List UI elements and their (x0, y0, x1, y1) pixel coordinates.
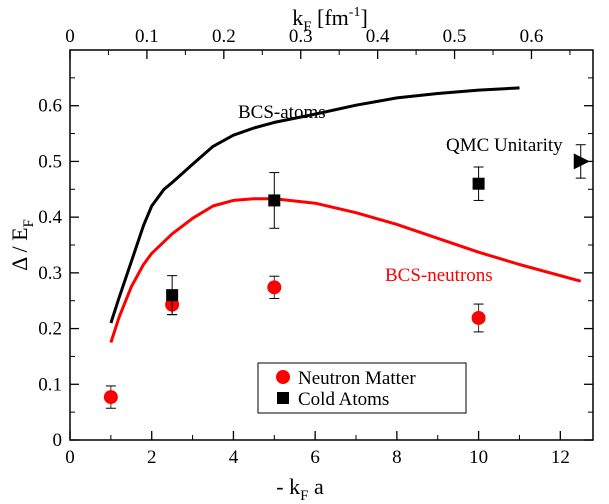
top-tick-label: 0.4 (366, 26, 390, 47)
x-tick-label: 0 (65, 447, 75, 468)
x-tick-label: 12 (551, 447, 570, 468)
y-tick-label: 0.3 (38, 263, 62, 284)
y-axis-label: Δ / EF (7, 219, 37, 271)
data-points (103, 144, 590, 409)
top-tick-label: 0.3 (289, 26, 313, 47)
ticks: 0 2 4 6 8 10 12 0 0.1 0.2 0.3 0.4 0.5 0.6 0 0.1 0.2 0.3 0.… (38, 26, 593, 468)
y-tick-label: 0.5 (38, 151, 62, 172)
x-tick-label: 8 (392, 447, 402, 468)
legend-cold-marker (277, 392, 289, 404)
x-axis-label: - kF a (276, 474, 324, 504)
top-tick-label: 0 (65, 26, 75, 47)
x-tick-label: 10 (469, 447, 488, 468)
legend: Neutron Matter Cold Atoms (257, 362, 467, 414)
neutron-matter-point (267, 280, 282, 295)
x-tick-label: 4 (229, 447, 239, 468)
cold-atoms-point (472, 177, 485, 190)
qmc-unitarity-label: QMC Unitarity (446, 135, 563, 156)
y-tick-label: 0.1 (38, 374, 62, 395)
bcs-neutrons-curve (109, 197, 582, 343)
top-axis-label: kF [fm-1] (292, 5, 368, 35)
bcs-atoms-label: BCS-atoms (238, 102, 326, 123)
y-tick-label: 0.6 (38, 96, 62, 117)
bcs-atoms-curve (109, 86, 520, 324)
neutron-matter-point (103, 390, 118, 405)
legend-neutron-label: Neutron Matter (298, 368, 416, 389)
top-tick-label: 0.1 (135, 26, 159, 47)
y-tick-label: 0 (53, 430, 63, 451)
x-tick-label: 6 (310, 447, 320, 468)
qmc-unitarity-marker (573, 153, 590, 170)
top-tick-label: 0.5 (443, 26, 467, 47)
neutron-matter-point (471, 310, 486, 325)
legend-neutron-marker (276, 370, 290, 384)
legend-cold-label: Cold Atoms (298, 389, 389, 410)
y-tick-label: 0.2 (38, 319, 62, 340)
top-tick-label: 0.6 (520, 26, 544, 47)
x-tick-label: 2 (147, 447, 157, 468)
top-tick-label: 0.2 (212, 26, 236, 47)
legend-box (257, 362, 467, 414)
y-tick-label: 0.4 (38, 207, 62, 228)
curves (109, 86, 582, 343)
cold-atoms-point (268, 194, 281, 207)
bcs-neutrons-label: BCS-neutrons (385, 265, 493, 286)
cold-atoms-point (166, 289, 179, 302)
